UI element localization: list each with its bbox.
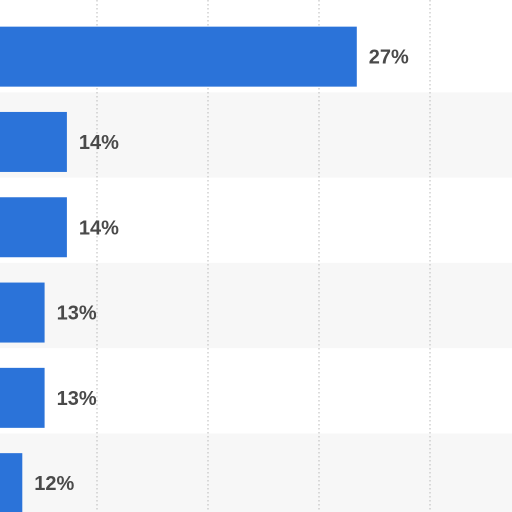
bar-value-label: 14% [79, 132, 119, 154]
bar [0, 282, 45, 343]
bar-value-label: 27% [369, 47, 409, 69]
bar-value-label: 13% [57, 388, 97, 410]
bar [0, 26, 357, 87]
data-labels: 27% 14% 14% 13% 13% 12% [34, 47, 409, 495]
bar [0, 453, 23, 512]
bar [0, 197, 67, 258]
bar [0, 367, 45, 428]
bar-value-label: 13% [57, 303, 97, 325]
bar-value-label: 14% [79, 217, 119, 239]
row-band [0, 433, 512, 512]
bar-value-label: 12% [34, 473, 74, 495]
row-bands [0, 92, 512, 512]
row-band [0, 262, 512, 349]
bar-series [0, 26, 357, 512]
bar [0, 111, 67, 172]
row-band [0, 92, 512, 178]
